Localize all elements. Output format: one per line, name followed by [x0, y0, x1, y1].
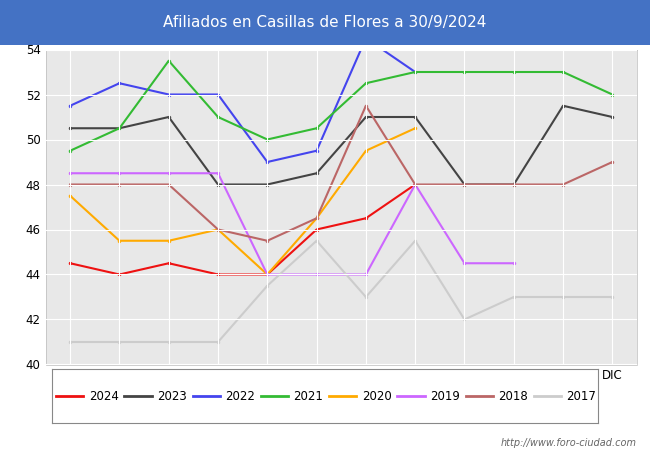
- Text: 2022: 2022: [226, 390, 255, 402]
- Text: 2020: 2020: [362, 390, 391, 402]
- Text: 2018: 2018: [499, 390, 528, 402]
- Text: Afiliados en Casillas de Flores a 30/9/2024: Afiliados en Casillas de Flores a 30/9/2…: [163, 15, 487, 30]
- Text: 2021: 2021: [294, 390, 324, 402]
- Text: 2017: 2017: [567, 390, 597, 402]
- Text: 2023: 2023: [157, 390, 187, 402]
- Text: 2024: 2024: [89, 390, 119, 402]
- Text: 2019: 2019: [430, 390, 460, 402]
- Text: http://www.foro-ciudad.com: http://www.foro-ciudad.com: [501, 438, 637, 448]
